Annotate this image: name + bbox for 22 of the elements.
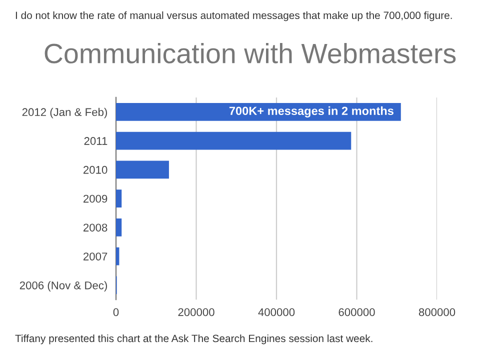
text: Tiffany presented this chart at the Ask The Search Engines session last week. [15,334,372,344]
bar [116,102,401,121]
bar [116,160,169,179]
bar [116,218,122,236]
x-tick-label: 200000 [178,308,214,316]
bar [116,247,120,266]
y-tick-label: 2011 [84,137,108,145]
annotation: 700K+ messages in 2 months [229,106,394,118]
y-tick-label: 2012 (Jan & Feb) [22,108,107,118]
y-tick-label: 2009 [84,194,108,203]
x-tick-label: 400000 [258,308,295,316]
chart-title: Communication with Webmasters [44,43,456,64]
y-tick-label: 2006 (Nov & Dec) [20,281,107,292]
text: I do not know the rate of manual versus automated messages that make up the 700,000 figure. [16,11,452,22]
bar [116,132,352,150]
y-tick-label: 2008 [84,224,108,232]
x-tick-label: 0 [113,308,119,316]
x-tick-label: 600000 [338,308,375,316]
x-tick-label: 800000 [418,308,456,316]
y-tick-label: 2007 [84,252,108,260]
bar [116,190,122,208]
y-tick-label: 2010 [84,166,108,174]
